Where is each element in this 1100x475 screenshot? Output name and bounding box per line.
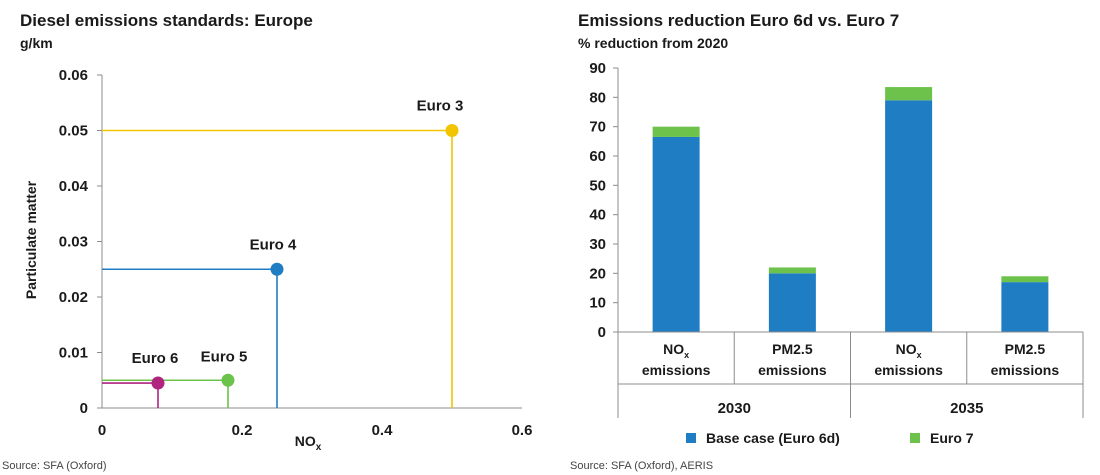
bar-euro-7-3 bbox=[885, 87, 933, 101]
y-tick-label: 60 bbox=[589, 148, 606, 165]
y-tick-label: 30 bbox=[589, 236, 606, 253]
category-label: PM2.5 bbox=[772, 341, 813, 357]
category-label: PM2.5 bbox=[1005, 341, 1046, 357]
right-chart-subtitle: % reduction from 2020 bbox=[578, 35, 728, 51]
category-label: NOx bbox=[663, 341, 689, 360]
euro-5-label: Euro 5 bbox=[201, 348, 248, 365]
y-tick-label: 0 bbox=[80, 400, 88, 417]
y-tick-label: 10 bbox=[589, 295, 606, 312]
category-label-line2: emissions bbox=[874, 362, 943, 378]
x-axis-label: NOx bbox=[295, 433, 322, 453]
category-label-line2: emissions bbox=[642, 362, 711, 378]
y-tick-label: 50 bbox=[589, 177, 606, 194]
euro-4-point bbox=[270, 262, 284, 276]
emissions-reduction-chart: Emissions reduction Euro 6d vs. Euro 7 %… bbox=[570, 11, 1084, 472]
x-tick-label: 0.6 bbox=[512, 422, 533, 439]
y-axis-label: Particulate matter bbox=[23, 180, 39, 299]
legend-swatch-euro-7 bbox=[910, 433, 920, 443]
legend-swatch-base-case-euro-6d bbox=[686, 433, 696, 443]
category-label-line2: emissions bbox=[758, 362, 827, 378]
euro-6-point bbox=[151, 376, 165, 390]
euro-3-label: Euro 3 bbox=[417, 98, 464, 115]
y-tick-label: 80 bbox=[589, 89, 606, 106]
category-label-line2: emissions bbox=[991, 362, 1060, 378]
bar-euro-7-1 bbox=[652, 126, 700, 137]
group-label: 2035 bbox=[950, 400, 983, 417]
bar-base-case-euro-6d-2 bbox=[768, 273, 816, 332]
bar-euro-7-4 bbox=[1001, 276, 1049, 283]
euro-6-label: Euro 6 bbox=[132, 350, 179, 367]
left-chart-unit: g/km bbox=[20, 35, 53, 51]
euro-5-point bbox=[221, 373, 235, 387]
y-tick-label: 20 bbox=[589, 265, 606, 282]
y-tick-label: 0 bbox=[598, 324, 606, 341]
bar-base-case-euro-6d-4 bbox=[1001, 282, 1049, 332]
y-tick-label: 0.05 bbox=[59, 123, 88, 140]
group-label: 2030 bbox=[718, 400, 751, 417]
right-chart-source: Source: SFA (Oxford), AERIS bbox=[570, 460, 713, 472]
right-chart-title: Emissions reduction Euro 6d vs. Euro 7 bbox=[578, 11, 899, 30]
x-tick-label: 0.4 bbox=[372, 422, 394, 439]
x-tick-label: 0 bbox=[98, 422, 106, 439]
y-tick-label: 0.04 bbox=[59, 178, 89, 195]
euro-4-label: Euro 4 bbox=[250, 236, 297, 253]
y-tick-label: 0.03 bbox=[59, 234, 88, 251]
y-tick-label: 70 bbox=[589, 119, 606, 136]
y-tick-label: 0.01 bbox=[59, 345, 88, 362]
left-chart-source: Source: SFA (Oxford) bbox=[2, 460, 107, 472]
y-tick-label: 90 bbox=[589, 60, 606, 77]
legend-label-base-case-euro-6d: Base case (Euro 6d) bbox=[706, 430, 840, 446]
y-tick-label: 40 bbox=[589, 207, 606, 224]
euro-3-point bbox=[445, 124, 459, 137]
bar-base-case-euro-6d-3 bbox=[885, 100, 933, 333]
emissions-standards-chart: Diesel emissions standards: Europe g/km … bbox=[2, 11, 532, 472]
legend-label-euro-7: Euro 7 bbox=[930, 430, 974, 446]
y-tick-label: 0.06 bbox=[59, 67, 88, 84]
y-tick-label: 0.02 bbox=[59, 289, 88, 306]
category-label: NOx bbox=[896, 341, 922, 360]
bar-euro-7-2 bbox=[768, 267, 816, 274]
left-chart-title: Diesel emissions standards: Europe bbox=[20, 11, 313, 30]
bar-base-case-euro-6d-1 bbox=[652, 136, 700, 332]
x-tick-label: 0.2 bbox=[232, 422, 253, 439]
